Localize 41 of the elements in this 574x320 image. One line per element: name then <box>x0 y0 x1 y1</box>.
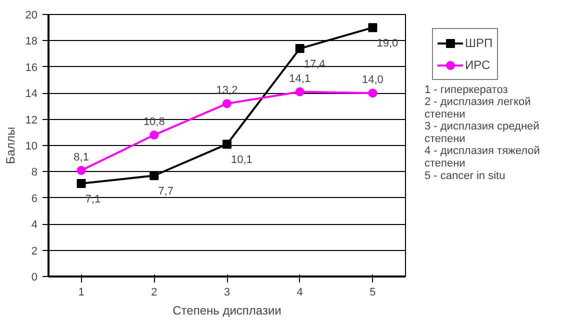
point <box>368 88 378 98</box>
data-label: 7,7 <box>158 186 174 198</box>
x-tick-label: 2 <box>151 286 158 298</box>
y-tick-label: 14 <box>25 88 38 100</box>
point <box>150 130 159 140</box>
legend-label: ИРС <box>465 58 490 72</box>
x-tick-label: 3 <box>224 286 230 298</box>
point <box>76 166 86 175</box>
data-label: 14,1 <box>289 72 311 85</box>
y-tick-label: 16 <box>25 62 38 74</box>
point <box>76 178 86 188</box>
y-tick-label: 8 <box>31 166 38 179</box>
x-tick-label: 4 <box>296 286 303 298</box>
text: 1 - гиперкератоз <box>424 84 508 96</box>
y-tick-label: 18 <box>25 36 38 48</box>
point <box>150 171 159 180</box>
x-axis-title: Степень дисплазии <box>172 304 282 318</box>
point <box>222 99 232 108</box>
point <box>295 44 304 54</box>
y-tick-label: 2 <box>31 245 38 258</box>
text: 2 - дисплазия легкой степени <box>424 96 531 120</box>
text: 5 - cancer in situ <box>424 170 506 182</box>
text: 3 - дисплазия средней степени <box>424 120 540 145</box>
point <box>295 87 304 96</box>
y-tick-label: 6 <box>31 192 38 205</box>
data-label: 14,0 <box>362 74 384 86</box>
point <box>368 23 378 32</box>
data-label: 10,1 <box>231 154 252 166</box>
y-tick-label: 4 <box>31 219 38 232</box>
point <box>222 140 232 149</box>
x-tick-label: 1 <box>78 286 84 298</box>
y-tick-label: 10 <box>25 140 38 152</box>
y-tick-label: 12 <box>25 114 38 126</box>
legend-label: ШРП <box>465 36 493 50</box>
data-label: 8,1 <box>74 151 89 164</box>
y-tick-label: 0 <box>31 272 38 284</box>
x-tick-label: 5 <box>370 286 376 298</box>
y-tick-label: 20 <box>25 10 38 22</box>
text: 4 - дисплазия тяжелой степени <box>424 145 540 170</box>
y-axis-title: Баллы <box>3 126 18 164</box>
data-label: 19,0 <box>376 38 398 50</box>
